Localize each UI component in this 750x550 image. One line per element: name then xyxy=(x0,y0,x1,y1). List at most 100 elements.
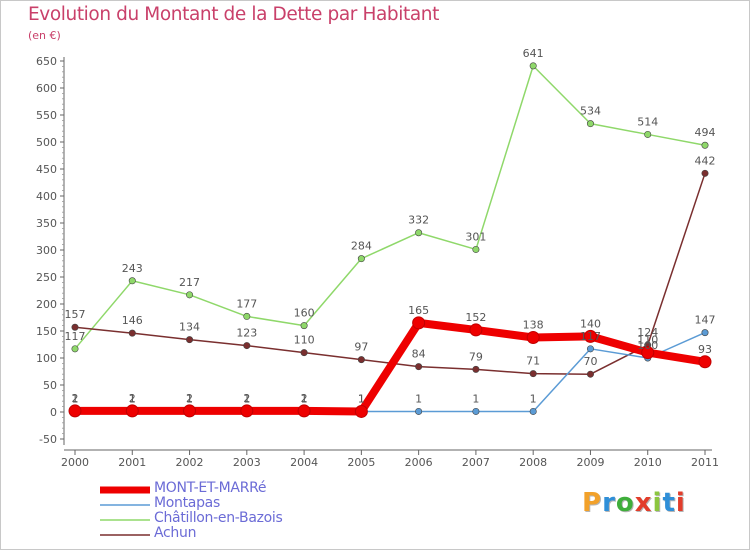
data-point xyxy=(586,120,594,128)
data-label: 2 xyxy=(301,392,308,405)
data-label: 79 xyxy=(469,350,483,363)
data-label: 442 xyxy=(695,154,716,167)
data-point xyxy=(472,407,480,415)
data-label: 177 xyxy=(236,297,257,310)
data-point xyxy=(357,255,365,263)
data-point xyxy=(243,342,251,350)
data-label: 165 xyxy=(408,304,429,317)
x-tick-label: 2006 xyxy=(405,456,433,469)
logo-letter: o xyxy=(615,488,635,518)
data-point xyxy=(186,336,194,344)
data-label: 641 xyxy=(523,47,544,60)
legend-label: Montapas xyxy=(154,495,220,511)
data-label: 110 xyxy=(637,334,658,347)
x-tick-label: 2000 xyxy=(61,456,89,469)
data-label: 514 xyxy=(637,115,658,128)
data-point xyxy=(186,291,194,299)
x-tick-label: 2007 xyxy=(462,456,490,469)
series-line xyxy=(74,65,706,350)
data-label: 160 xyxy=(294,307,315,320)
data-point xyxy=(300,349,308,357)
y-tick-label: 350 xyxy=(36,217,57,230)
data-label: 2 xyxy=(72,392,79,405)
data-point xyxy=(243,312,251,320)
y-tick-label: 500 xyxy=(36,136,57,149)
data-point xyxy=(240,404,254,418)
y-tick-label: 150 xyxy=(36,325,57,338)
data-label: 1 xyxy=(243,392,250,405)
data-label: 146 xyxy=(122,314,143,327)
logo-letter: t xyxy=(662,488,676,518)
x-tick-label: 2005 xyxy=(347,456,375,469)
data-label: 134 xyxy=(179,321,200,334)
data-label: 152 xyxy=(465,311,486,324)
series-line xyxy=(71,318,709,416)
data-label: 301 xyxy=(465,230,486,243)
x-tick-label: 2004 xyxy=(290,456,318,469)
logo-letter: x xyxy=(634,488,653,518)
data-point xyxy=(357,356,365,364)
y-tick-label: 600 xyxy=(36,82,57,95)
y-tick-label: 50 xyxy=(43,379,57,392)
y-tick-label: 0 xyxy=(50,406,57,419)
data-point xyxy=(529,407,537,415)
data-label: 494 xyxy=(695,126,716,139)
data-point xyxy=(586,345,594,353)
data-point xyxy=(354,404,368,418)
legend-label: Châtillon-en-Bazois xyxy=(154,510,283,526)
chart-subtitle: (en €) xyxy=(28,29,61,42)
data-label: 117 xyxy=(65,330,86,343)
y-tick-label: 300 xyxy=(36,244,57,257)
data-point xyxy=(472,365,480,373)
data-label: 1 xyxy=(530,392,537,405)
data-point xyxy=(641,346,655,360)
data-point xyxy=(701,141,709,149)
data-label: 1 xyxy=(472,392,479,405)
legend-swatch xyxy=(100,519,150,521)
x-tick-label: 2010 xyxy=(634,456,662,469)
data-point xyxy=(297,404,311,418)
data-label: 123 xyxy=(236,327,257,340)
data-point xyxy=(415,229,423,237)
y-tick-label: 550 xyxy=(36,109,57,122)
data-point xyxy=(415,363,423,371)
data-point xyxy=(300,322,308,330)
data-point xyxy=(698,355,712,369)
data-point xyxy=(128,277,136,285)
data-label: 140 xyxy=(580,317,601,330)
data-label: 1 xyxy=(186,392,193,405)
data-point xyxy=(71,345,79,353)
legend-swatch xyxy=(100,504,150,506)
data-label: 124 xyxy=(637,326,658,339)
data-label: 2 xyxy=(186,392,193,405)
data-point xyxy=(71,323,79,331)
chart-title: Evolution du Montant de la Dette par Hab… xyxy=(28,4,439,25)
data-label: 1 xyxy=(358,392,365,405)
data-point xyxy=(412,316,426,330)
data-point xyxy=(586,370,594,378)
x-tick-label: 2011 xyxy=(691,456,719,469)
y-tick-label: 450 xyxy=(36,163,57,176)
x-tick-label: 2008 xyxy=(519,456,547,469)
data-label: 2 xyxy=(243,392,250,405)
legend-label: MONT-ET-MARRé xyxy=(154,480,267,496)
y-tick-label: 100 xyxy=(36,352,57,365)
data-point xyxy=(644,130,652,138)
data-point xyxy=(68,404,82,418)
data-point xyxy=(125,404,139,418)
data-label: 284 xyxy=(351,240,372,253)
legend-swatch xyxy=(100,534,150,536)
data-label: 147 xyxy=(695,314,716,327)
data-label: 157 xyxy=(65,308,86,321)
data-label: 117 xyxy=(580,330,601,343)
data-label: 1 xyxy=(301,392,308,405)
data-label: 2 xyxy=(129,392,136,405)
y-tick-label: 200 xyxy=(36,298,57,311)
data-label: 138 xyxy=(523,318,544,331)
data-label: 534 xyxy=(580,105,601,118)
data-point xyxy=(526,330,540,344)
data-point xyxy=(701,169,709,177)
logo-letter: P xyxy=(582,488,603,518)
